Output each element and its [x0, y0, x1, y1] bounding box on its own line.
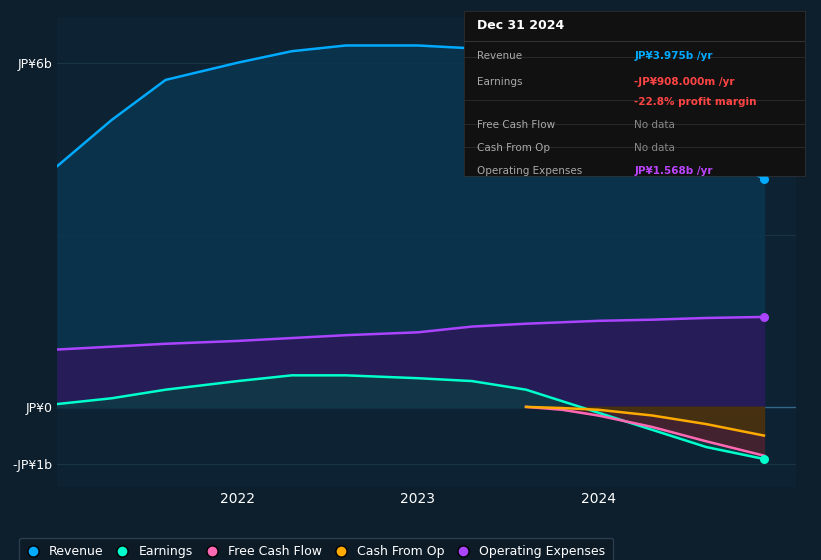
Text: No data: No data: [635, 143, 675, 153]
Text: Operating Expenses: Operating Expenses: [478, 166, 583, 176]
Text: Free Cash Flow: Free Cash Flow: [478, 120, 556, 130]
Point: [757, 174, 770, 183]
Point: [757, 455, 770, 464]
Text: JP¥3.975b /yr: JP¥3.975b /yr: [635, 51, 713, 61]
Text: Revenue: Revenue: [478, 51, 523, 61]
Text: Dec 31 2024: Dec 31 2024: [478, 20, 565, 32]
Point: [757, 312, 770, 321]
Legend: Revenue, Earnings, Free Cash Flow, Cash From Op, Operating Expenses: Revenue, Earnings, Free Cash Flow, Cash …: [19, 538, 613, 560]
Text: No data: No data: [635, 120, 675, 130]
Text: Earnings: Earnings: [478, 77, 523, 87]
Text: -22.8% profit margin: -22.8% profit margin: [635, 97, 757, 107]
Text: -JP¥908.000m /yr: -JP¥908.000m /yr: [635, 77, 735, 87]
Text: Cash From Op: Cash From Op: [478, 143, 551, 153]
Text: JP¥1.568b /yr: JP¥1.568b /yr: [635, 166, 713, 176]
